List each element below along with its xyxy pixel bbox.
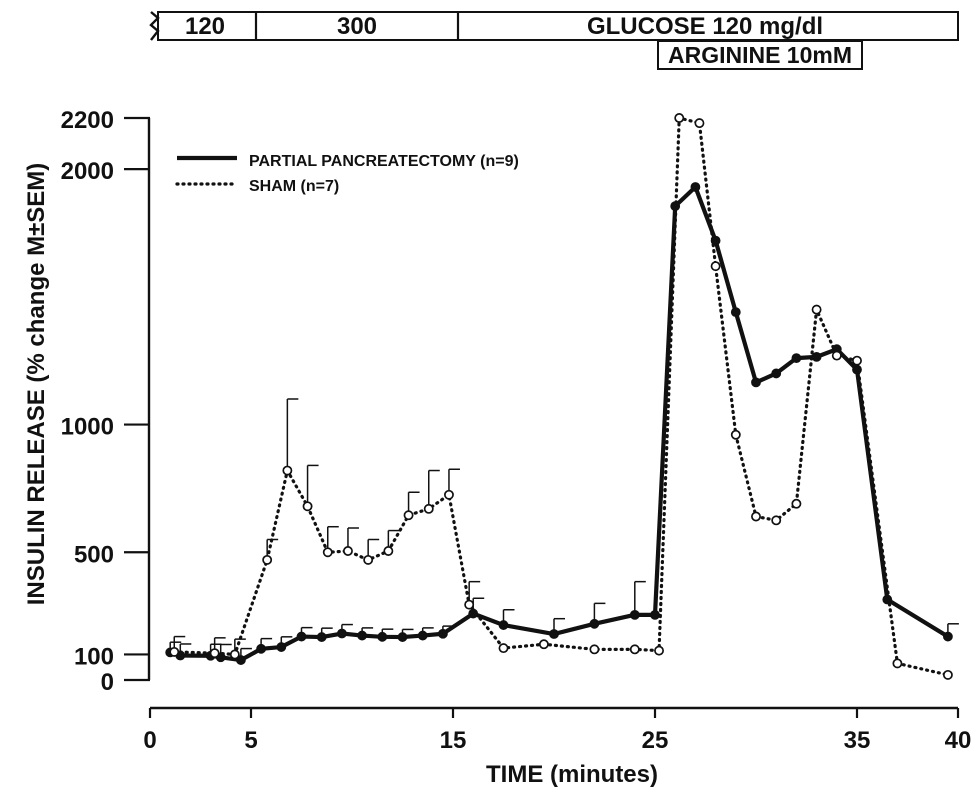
partial-pancreatectomy-point (316, 632, 327, 642)
partial-pancreatectomy-point (256, 643, 266, 654)
y-tick-label-500: 500 (74, 541, 114, 568)
sham-point (710, 261, 721, 272)
broken-bar-mark (149, 11, 160, 41)
sham-point (694, 118, 705, 129)
sham-point (169, 646, 180, 657)
sham-point (363, 554, 374, 565)
partial-pancreatectomy-point (771, 368, 782, 379)
sham-point (444, 489, 454, 500)
x-tick-label-35: 35 (844, 727, 871, 754)
partial-pancreatectomy-point (336, 628, 347, 639)
series-lines-group (168, 116, 951, 677)
x-tick-label-40: 40 (945, 727, 972, 754)
y-axis-label: INSULIN RELEASE (% change M±SEM) (23, 163, 50, 606)
sham-point (730, 429, 741, 440)
x-tick-label-25: 25 (642, 727, 669, 754)
sham-series-line (172, 116, 950, 677)
y-tick-label-2000: 2000 (61, 158, 114, 185)
partial-pancreatectomy-point (235, 655, 246, 665)
sham-point (209, 648, 220, 659)
partial-pancreatectomy-point (498, 620, 509, 630)
stimulus-label-glucose: GLUCOSE 120 mg/dl (587, 13, 823, 40)
partial-pancreatectomy-point (710, 235, 721, 246)
partial-pancreatectomy-point (417, 630, 428, 641)
y-tick-label-2200: 2200 (61, 107, 114, 134)
sham-point (811, 304, 822, 315)
legend: PARTIAL PANCREATECTOMY (n=9) SHAM (n=7) (175, 153, 519, 195)
partial-pancreatectomy-point (751, 377, 761, 388)
partial-pancreatectomy-point (296, 631, 307, 642)
sham-point (498, 643, 509, 654)
legend-partial-label: PARTIAL PANCREATECTOMY (n=9) (249, 153, 519, 170)
partial-pancreatectomy-point (791, 353, 802, 364)
partial-pancreatectomy-point (276, 642, 287, 652)
sham-point (771, 515, 782, 526)
y-tick-label-1000: 1000 (61, 414, 114, 441)
partial-pancreatectomy-point (730, 307, 741, 318)
partial-pancreatectomy-point (357, 630, 367, 641)
x-tick-label-5: 5 (244, 727, 257, 754)
arginine-bar (657, 40, 863, 70)
partial-pancreatectomy-point (670, 201, 681, 212)
stimulus-label-120: 120 (185, 13, 225, 40)
x-axis-label: TIME (minutes) (486, 761, 658, 787)
sham-point (674, 113, 685, 123)
partial-pancreatectomy-point (690, 182, 701, 192)
partial-pancreatectomy-point (437, 628, 448, 639)
partial-pancreatectomy-point (811, 351, 822, 362)
error-bars-group (169, 398, 959, 661)
stimulus-label-300: 300 (337, 13, 377, 40)
sham-point (589, 644, 600, 655)
partial-pancreatectomy-point (650, 609, 660, 620)
sham-point (302, 501, 313, 512)
sham-point (751, 511, 761, 522)
sham-point (403, 510, 414, 521)
sham-point (343, 546, 353, 556)
sham-point (229, 649, 240, 660)
sham-point (892, 658, 903, 669)
partial-pancreatectomy-point (589, 618, 600, 629)
partial-pancreatectomy-point (377, 631, 388, 642)
partial-pancreatectomy-point (549, 629, 559, 639)
partial-pancreatectomy-point (629, 609, 640, 620)
markers-group (165, 113, 953, 680)
partial-pancreatectomy-point (852, 364, 862, 375)
sham-point (383, 546, 394, 556)
x-tick-label-15: 15 (440, 727, 467, 754)
sham-point (538, 639, 549, 650)
y-tick-label-100: 100 (74, 643, 114, 670)
sham-point (942, 669, 953, 680)
legend-sham-label: SHAM (n=7) (249, 178, 339, 195)
sham-point (791, 498, 802, 509)
sham-point (852, 355, 862, 366)
partial-pancreatectomy-point (943, 631, 953, 642)
sham-point (831, 350, 842, 361)
stimulus-bar-frame (157, 11, 959, 41)
sham-point (629, 644, 640, 655)
sham-point (654, 645, 664, 656)
x-tick-label-0: 0 (143, 727, 156, 754)
partial-pancreatectomy-point (468, 608, 479, 619)
partial-pancreatectomy-point (882, 594, 893, 605)
stimulus-label-arginine: ARGININE 10mM (668, 42, 852, 68)
partial-pancreatectomy-point (397, 632, 408, 642)
sham-point (262, 554, 273, 565)
y-tick-label-0: 0 (101, 669, 114, 696)
sham-point (322, 547, 333, 558)
sham-point (423, 503, 434, 514)
sham-point (282, 465, 293, 476)
sham-point (464, 599, 475, 610)
